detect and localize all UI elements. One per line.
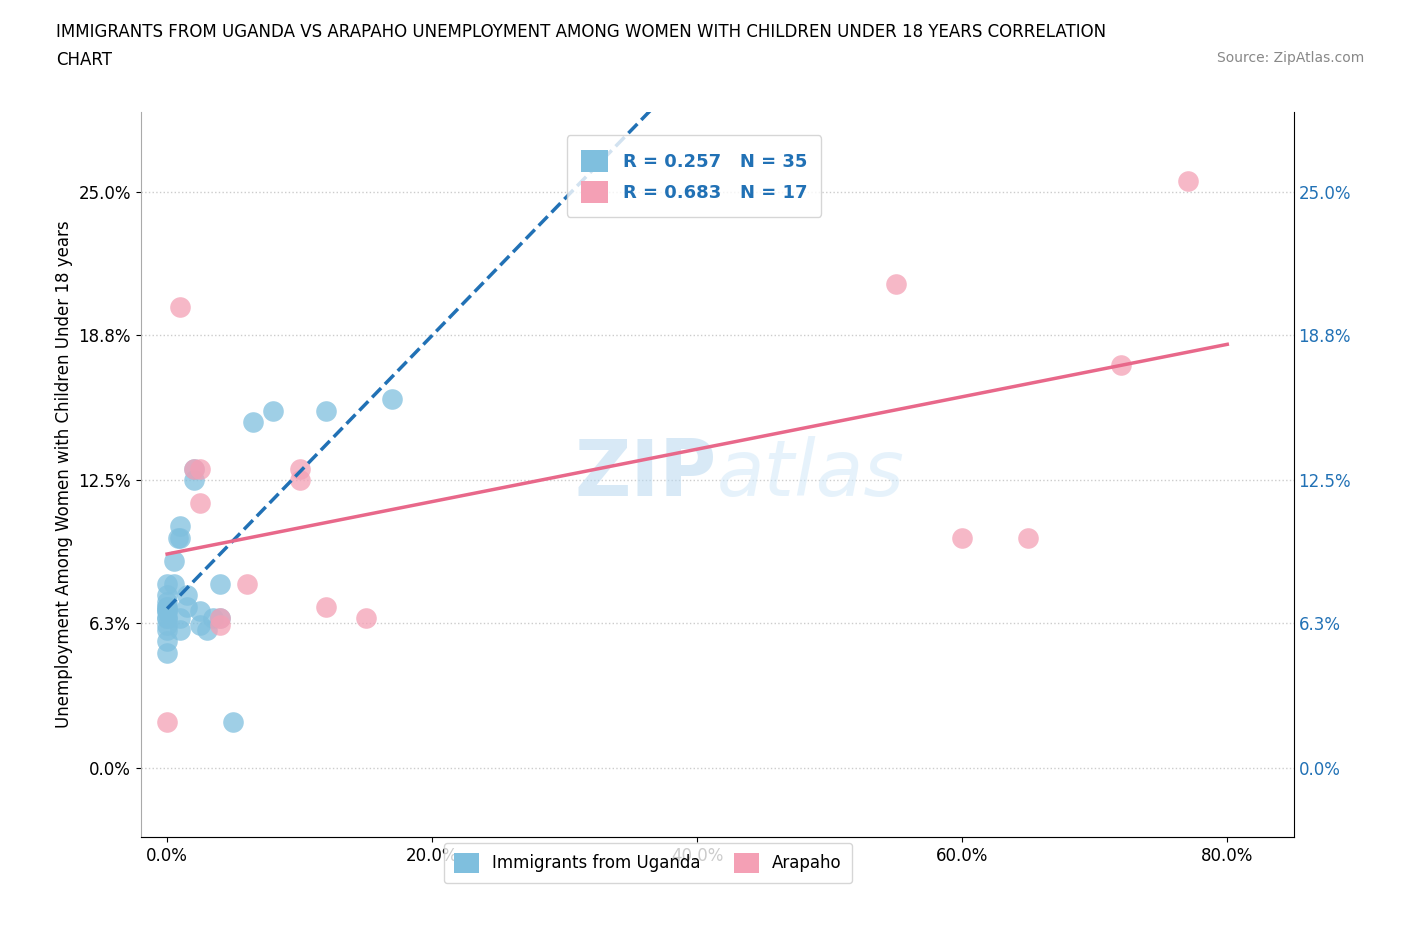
Y-axis label: Unemployment Among Women with Children Under 18 years: Unemployment Among Women with Children U… xyxy=(55,220,73,728)
Point xyxy=(209,611,232,626)
Point xyxy=(163,553,186,568)
Point xyxy=(156,645,179,660)
Point xyxy=(235,577,257,591)
Point xyxy=(315,599,337,614)
Point xyxy=(262,404,284,418)
Point xyxy=(222,714,245,729)
Text: atlas: atlas xyxy=(717,436,905,512)
Point xyxy=(288,461,311,476)
Point xyxy=(156,599,179,614)
Text: Source: ZipAtlas.com: Source: ZipAtlas.com xyxy=(1216,51,1364,65)
Point xyxy=(156,634,179,649)
Point xyxy=(195,622,218,637)
Point xyxy=(156,611,179,626)
Point xyxy=(156,594,179,609)
Point xyxy=(156,618,179,632)
Point xyxy=(169,519,191,534)
Point xyxy=(166,530,188,545)
Point xyxy=(176,599,198,614)
Point xyxy=(183,461,205,476)
Point xyxy=(1109,357,1132,372)
Point xyxy=(156,611,179,626)
Point xyxy=(354,611,377,626)
Point xyxy=(315,404,337,418)
Point xyxy=(156,604,179,618)
Point xyxy=(188,604,211,618)
Point xyxy=(176,588,198,603)
Point xyxy=(1177,173,1199,188)
Point xyxy=(209,611,232,626)
Point xyxy=(884,277,907,292)
Point xyxy=(202,611,225,626)
Point xyxy=(1017,530,1039,545)
Text: IMMIGRANTS FROM UGANDA VS ARAPAHO UNEMPLOYMENT AMONG WOMEN WITH CHILDREN UNDER 1: IMMIGRANTS FROM UGANDA VS ARAPAHO UNEMPL… xyxy=(56,23,1107,41)
Point xyxy=(169,299,191,314)
Point xyxy=(950,530,973,545)
Point xyxy=(209,618,232,632)
Point xyxy=(169,622,191,637)
Point xyxy=(183,461,205,476)
Point xyxy=(156,604,179,618)
Point xyxy=(188,461,211,476)
Point xyxy=(169,611,191,626)
Point xyxy=(156,622,179,637)
Point xyxy=(156,577,179,591)
Point xyxy=(288,472,311,487)
Point xyxy=(183,472,205,487)
Legend: Immigrants from Uganda, Arapaho: Immigrants from Uganda, Arapaho xyxy=(444,843,852,884)
Point xyxy=(209,577,232,591)
Point xyxy=(188,618,211,632)
Point xyxy=(156,714,179,729)
Text: ZIP: ZIP xyxy=(575,436,717,512)
Point xyxy=(242,415,264,430)
Point xyxy=(381,392,404,407)
Point xyxy=(169,530,191,545)
Text: CHART: CHART xyxy=(56,51,112,69)
Point xyxy=(156,599,179,614)
Point xyxy=(188,496,211,511)
Point xyxy=(156,588,179,603)
Point xyxy=(163,577,186,591)
